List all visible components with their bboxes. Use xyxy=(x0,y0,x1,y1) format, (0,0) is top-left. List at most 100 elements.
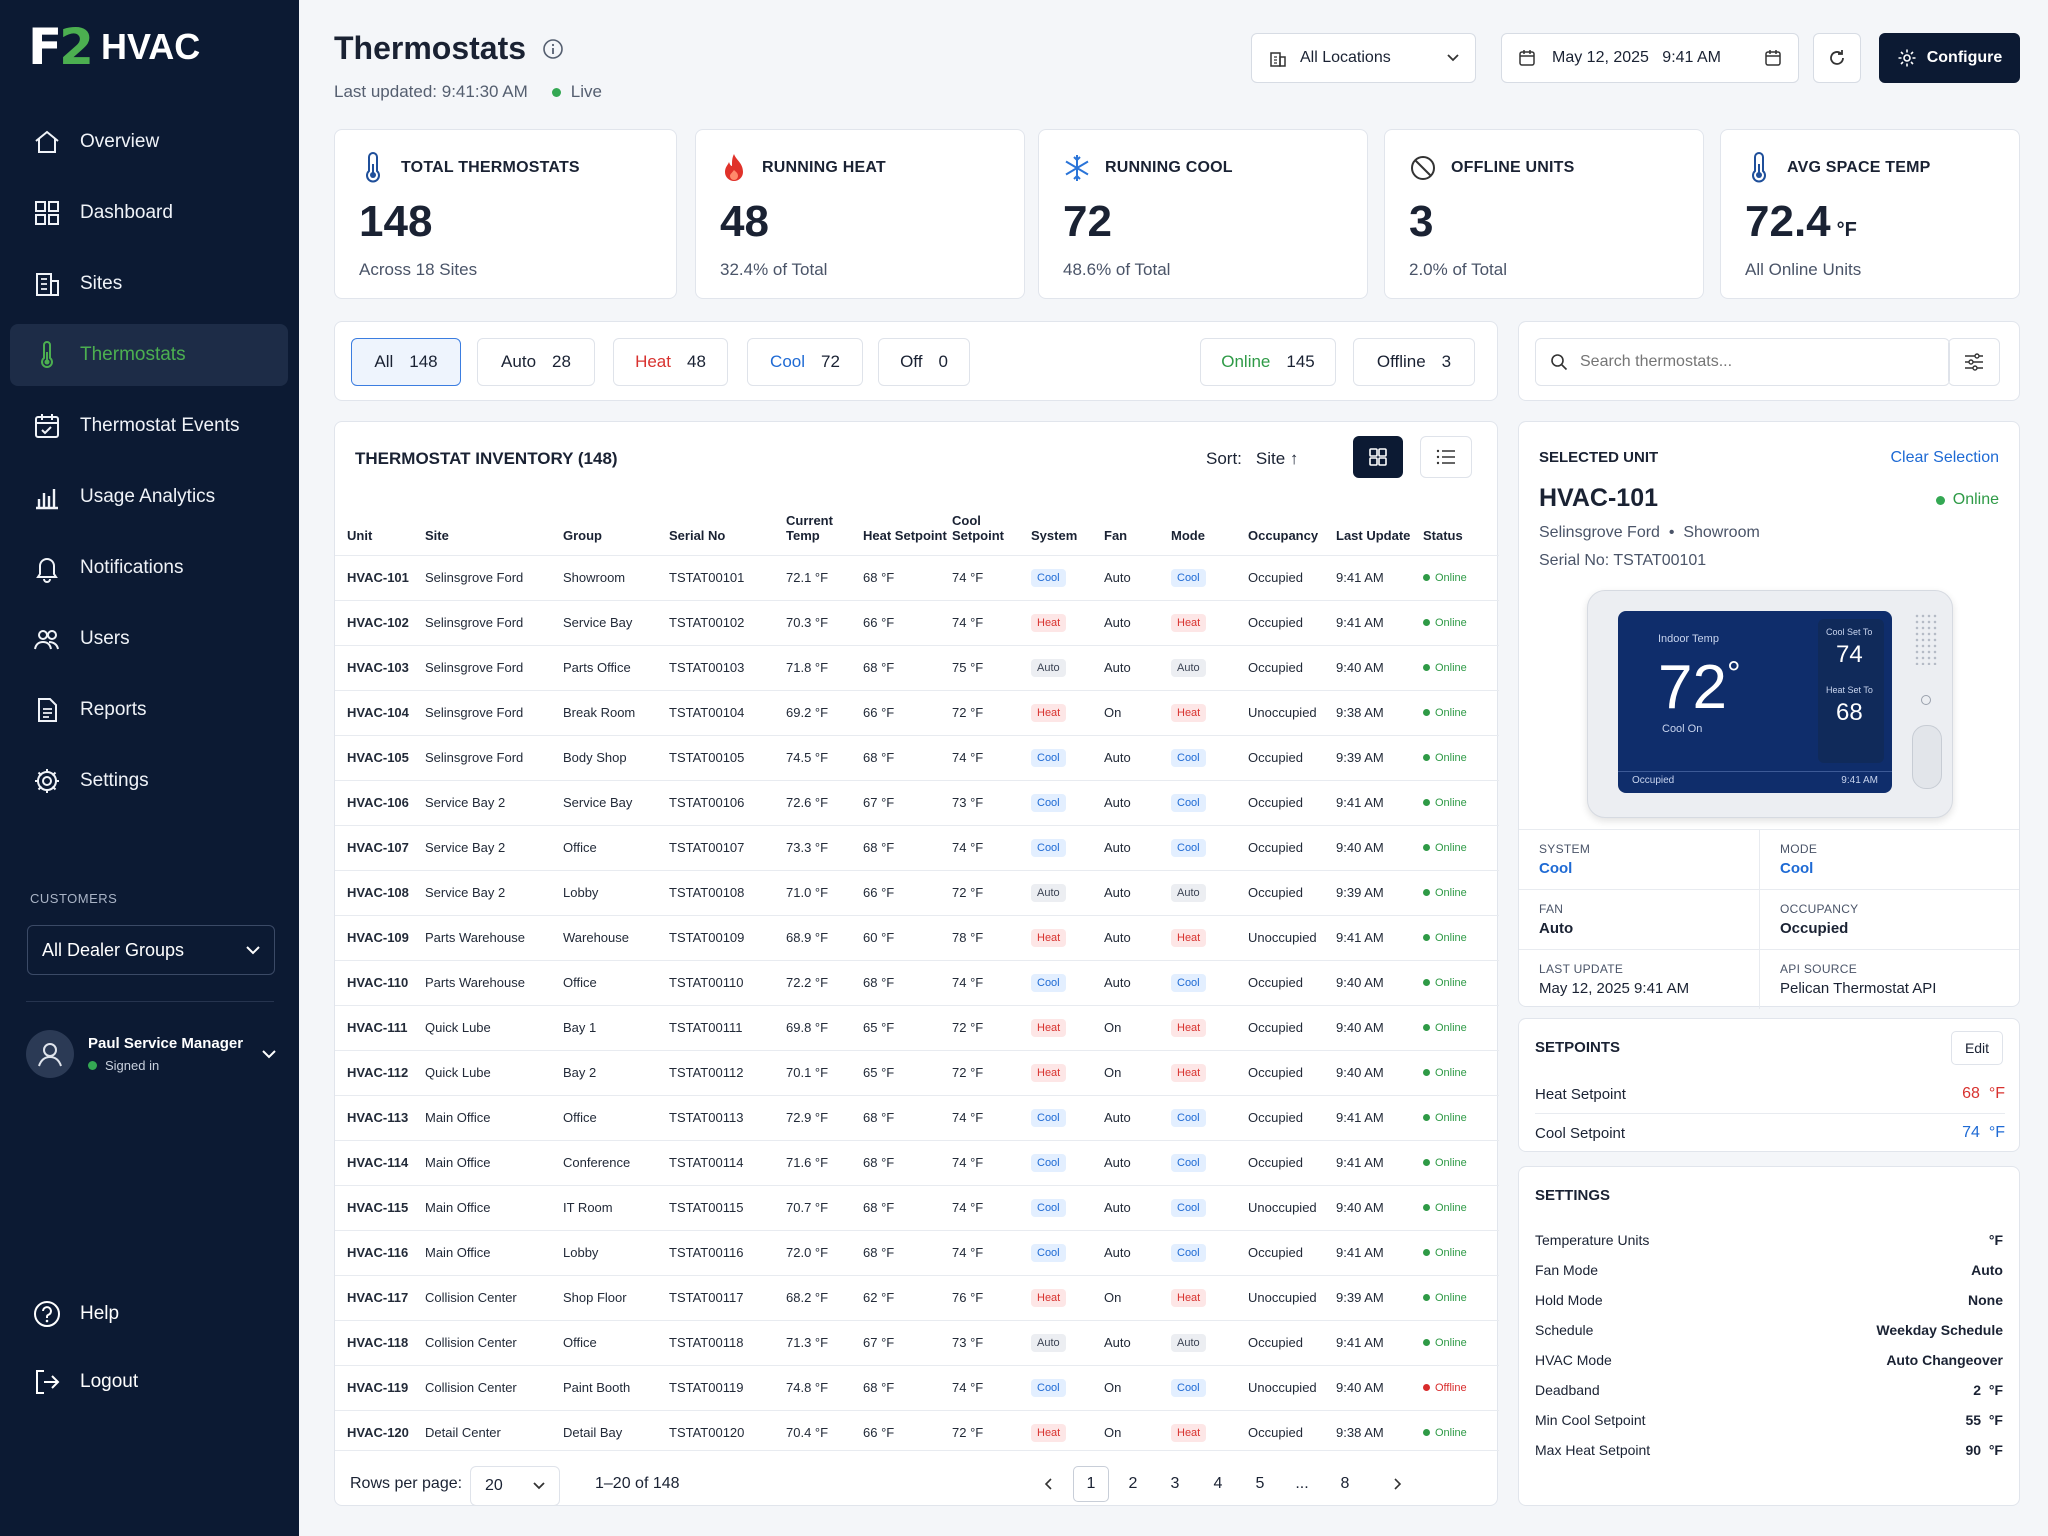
stat-subtext: All Online Units xyxy=(1745,260,1862,279)
column-header[interactable]: Group xyxy=(563,527,602,543)
datetime-picker[interactable]: May 12, 2025 9:41 AM xyxy=(1501,33,1799,83)
column-header[interactable]: Occupancy xyxy=(1248,527,1319,543)
column-header[interactable]: Fan xyxy=(1104,527,1128,543)
table-row[interactable]: HVAC-102 Selinsgrove Ford Service Bay TSTAT… xyxy=(335,599,1499,645)
column-header[interactable]: Current Temp xyxy=(786,512,833,543)
rows-per-page-select[interactable]: 20 xyxy=(470,1466,560,1506)
filter-chip-offline[interactable]: Offline 3 xyxy=(1353,338,1475,386)
column-header[interactable]: Mode xyxy=(1171,527,1205,543)
table-row[interactable]: HVAC-111 Quick Lube Bay 1 TSTAT00111 69.8 °F… xyxy=(335,1004,1499,1050)
table-cell: Paint Booth xyxy=(563,1364,669,1410)
table-row[interactable]: HVAC-107 Service Bay 2 Office TSTAT00107 73.… xyxy=(335,824,1499,870)
table-row[interactable]: HVAC-113 Main Office Office TSTAT00113 72.9 … xyxy=(335,1094,1499,1140)
system-badge: Cool xyxy=(1031,793,1066,812)
table-row[interactable]: HVAC-117 Collision Center Shop Floor TSTAT0… xyxy=(335,1274,1499,1320)
filter-chip-auto[interactable]: Auto 28 xyxy=(477,338,595,386)
sidebar-item-thermostat-events[interactable]: Thermostat Events xyxy=(10,395,288,457)
customers-select[interactable]: All Dealer Groups xyxy=(27,925,275,975)
sidebar-item-overview[interactable]: Overview xyxy=(10,111,288,173)
logo[interactable]: F2 HVAC xyxy=(28,22,200,72)
sidebar-item-sites[interactable]: Sites xyxy=(10,253,288,315)
table-cell: Cool xyxy=(1031,824,1104,870)
sidebar-item-settings[interactable]: Settings xyxy=(10,750,288,812)
next-page-button[interactable] xyxy=(1380,1466,1416,1502)
table-row[interactable]: HVAC-103 Selinsgrove Ford Parts Office TSTA… xyxy=(335,644,1499,690)
configure-button[interactable]: Configure xyxy=(1879,33,2020,83)
filter-settings-button[interactable] xyxy=(1948,338,2000,386)
sidebar-item-notifications[interactable]: Notifications xyxy=(10,537,288,599)
sidebar-item-usage-analytics[interactable]: Usage Analytics xyxy=(10,466,288,528)
table-cell: HVAC-104 xyxy=(335,689,425,735)
column-header[interactable]: Unit xyxy=(347,527,373,543)
datetime-value: May 12, 2025 9:41 AM xyxy=(1552,49,1721,66)
status-text: Online xyxy=(1435,1336,1467,1349)
page-button[interactable]: 1 xyxy=(1073,1466,1109,1502)
stat-card-running-heat[interactable]: RUNNING HEAT 48 32.4% of Total xyxy=(695,129,1025,299)
column-header[interactable]: Cool Setpoint xyxy=(952,512,1004,543)
column-header[interactable]: Status xyxy=(1423,527,1463,543)
table-row[interactable]: HVAC-104 Selinsgrove Ford Break Room TSTAT0… xyxy=(335,689,1499,735)
prev-page-button[interactable] xyxy=(1030,1466,1066,1502)
table-cell: Online xyxy=(1423,1409,1499,1455)
table-row[interactable]: HVAC-109 Parts Warehouse Warehouse TSTAT001… xyxy=(335,914,1499,960)
info-icon[interactable] xyxy=(542,38,564,60)
search-field[interactable] xyxy=(1535,338,1950,386)
table-cell: 9:40 AM xyxy=(1336,1184,1423,1230)
table-row[interactable]: HVAC-108 Service Bay 2 Lobby TSTAT00108 71.0… xyxy=(335,869,1499,915)
table-row[interactable]: HVAC-105 Selinsgrove Ford Body Shop TSTAT00… xyxy=(335,734,1499,780)
grid-view-button[interactable] xyxy=(1353,436,1403,478)
column-header[interactable]: System xyxy=(1031,527,1078,543)
table-row[interactable]: HVAC-101 Selinsgrove Ford Showroom TSTAT001… xyxy=(335,554,1499,600)
table-row[interactable]: HVAC-118 Collision Center Office TSTAT00118… xyxy=(335,1319,1499,1365)
filter-chip-off[interactable]: Off 0 xyxy=(878,338,970,386)
table-row[interactable]: HVAC-119 Collision Center Paint Booth TSTAT… xyxy=(335,1364,1499,1410)
page-button[interactable]: 5 xyxy=(1255,1475,1265,1492)
page-button[interactable]: 3 xyxy=(1170,1475,1180,1492)
table-row[interactable]: HVAC-114 Main Office Conference TSTAT00114 7… xyxy=(335,1139,1499,1185)
table-row[interactable]: HVAC-120 Detail Center Detail Bay TSTAT0012… xyxy=(335,1409,1499,1455)
sidebar-item-reports[interactable]: Reports xyxy=(10,679,288,741)
refresh-button[interactable] xyxy=(1813,33,1861,83)
help-link[interactable]: Help xyxy=(32,1294,272,1334)
table-row[interactable]: HVAC-112 Quick Lube Bay 2 TSTAT00112 70.1 °F… xyxy=(335,1049,1499,1095)
clear-selection-link[interactable]: Clear Selection xyxy=(1890,449,2000,466)
sidebar-item-users[interactable]: Users xyxy=(10,608,288,670)
list-view-button[interactable] xyxy=(1420,436,1472,478)
user-menu[interactable]: Paul Service Manager Signed in xyxy=(26,1024,276,1084)
table-row[interactable]: HVAC-106 Service Bay 2 Service Bay TSTAT001… xyxy=(335,779,1499,825)
sort-control[interactable]: Sort: Site ↑ xyxy=(1206,449,1298,469)
table-cell: TSTAT00104 xyxy=(669,689,786,735)
indoor-temp: 72 ° xyxy=(1658,657,1741,719)
stat-card-total-thermostats[interactable]: TOTAL THERMOSTATS 148 Across 18 Sites xyxy=(334,129,677,299)
edit-setpoints-button[interactable]: Edit xyxy=(1951,1031,2003,1065)
table-row[interactable]: HVAC-115 Main Office IT Room TSTAT00115 70.7… xyxy=(335,1184,1499,1230)
page-button[interactable]: 4 xyxy=(1213,1475,1223,1492)
column-header[interactable]: Serial No xyxy=(669,527,726,543)
table-cell: Auto xyxy=(1104,554,1171,600)
search-input[interactable] xyxy=(1580,353,1930,371)
table-cell: Occupied xyxy=(1248,1049,1336,1095)
page-button[interactable]: 8 xyxy=(1340,1475,1350,1492)
location-select[interactable]: All Locations xyxy=(1251,33,1476,83)
stat-card-offline-units[interactable]: OFFLINE UNITS 3 2.0% of Total xyxy=(1384,129,1704,299)
stat-card-running-cool[interactable]: RUNNING COOL 72 48.6% of Total xyxy=(1038,129,1368,299)
column-header[interactable]: Heat Setpoint xyxy=(863,527,947,543)
stat-card-avg-space-temp[interactable]: AVG SPACE TEMP 72.4 °F All Online Units xyxy=(1720,129,2020,299)
logout-link[interactable]: Logout xyxy=(32,1362,272,1402)
filter-chip-cool[interactable]: Cool 72 xyxy=(747,338,863,386)
column-header[interactable]: Site xyxy=(425,527,449,543)
page-button[interactable]: 2 xyxy=(1128,1475,1138,1492)
column-header[interactable]: Last Update xyxy=(1336,527,1411,543)
table-cell: Office xyxy=(563,1319,669,1365)
table-row[interactable]: HVAC-116 Main Office Lobby TSTAT00116 72.0 °… xyxy=(335,1229,1499,1275)
filter-chip-heat[interactable]: Heat 48 xyxy=(613,338,728,386)
mode-badge: Heat xyxy=(1171,703,1207,722)
customers-label: CUSTOMERS xyxy=(30,891,118,906)
sidebar-item-thermostats[interactable]: Thermostats xyxy=(10,324,288,386)
sidebar-item-dashboard[interactable]: Dashboard xyxy=(10,182,288,244)
filter-chip-online[interactable]: Online 145 xyxy=(1200,338,1336,386)
filter-chip-all[interactable]: All 148 xyxy=(351,338,461,386)
table-cell: 60 °F xyxy=(863,914,952,960)
table-row[interactable]: HVAC-110 Parts Warehouse Office TSTAT00110 7… xyxy=(335,959,1499,1005)
detail-value: Cool xyxy=(1539,860,1573,877)
